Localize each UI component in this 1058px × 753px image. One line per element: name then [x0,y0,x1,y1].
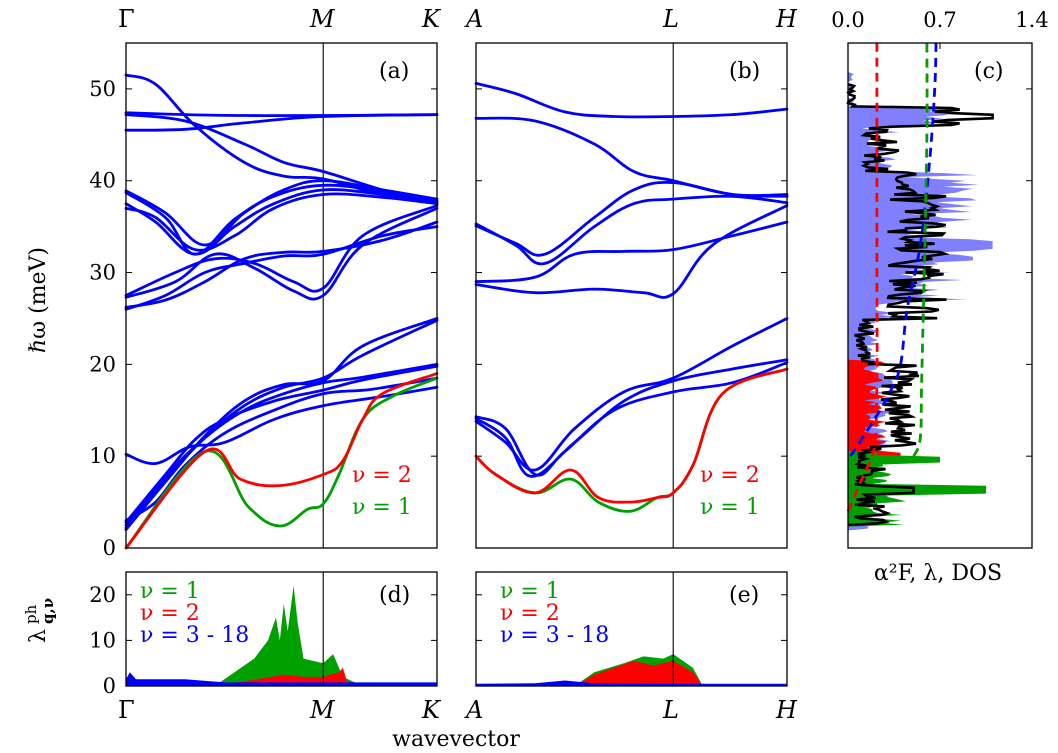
e-nu3-label: ν = 3 - 18 [500,623,609,648]
d-label: (d) [379,583,410,608]
a-band-8 [124,317,439,531]
b-band-2 [474,367,789,504]
d-ytick-label: 10 [89,628,116,652]
a-band-9 [124,220,439,309]
c-lambda-nu3 [849,42,938,457]
a-band-13 [124,192,439,252]
c-lambda-nu1 [912,42,929,457]
e-label: (e) [729,583,759,608]
b-band-4 [474,358,789,478]
a-band-11 [124,206,439,301]
ylabel-top: ℏω (meV) [26,247,51,353]
c-xtick-2: 1.4 [1015,8,1048,32]
a-ytick-label: 30 [89,261,116,285]
sym-label-l-top: L [662,5,679,33]
panel-e: (e) [475,571,788,687]
panel-a: 0 10 20 30 40 50 (a) [89,42,439,560]
b-band-11 [474,82,789,119]
c-nu2-area [848,43,901,548]
d-nu3-label: ν = 3 - 18 [140,623,249,648]
c-a2f-line [846,83,994,527]
a-nu1-label: ν = 1 [352,495,412,520]
sym-label-h-bottom: H [775,696,798,724]
sym-label-a-bottom: A [464,696,483,724]
a-band-12 [124,204,439,297]
d-area-3 [126,672,437,686]
a-label: (a) [379,59,409,84]
sym-label-m-top: M [309,5,336,33]
a-band-20 [124,73,439,204]
a-band-7 [124,318,439,530]
c-nu1-area [848,43,986,548]
c-dos-area [848,43,993,548]
c-xtick-1: 0.7 [923,8,956,32]
b-nu1-label: ν = 1 [700,495,760,520]
e-nu1-label: ν = 1 [500,579,560,604]
d-ytick-label: 0 [103,674,116,698]
ylabel-bottom-sup: ph [22,604,40,624]
c-xlabel: α²F, λ, DOS [874,561,1002,586]
b-band-6 [474,220,789,284]
b-band-10 [474,116,789,197]
b-band-7 [474,204,789,299]
a-band-6 [124,363,439,527]
sym-label-gamma-top: Γ [118,5,135,33]
sym-label-k-bottom: K [421,696,442,724]
d-area-1 [126,585,437,686]
a-band-2 [124,372,439,550]
b-band-5 [474,317,789,472]
c-label: (c) [974,59,1004,84]
a-ytick-label: 10 [89,444,116,468]
xlabel: wavevector [392,727,520,752]
sym-label-l-bottom: L [662,696,679,724]
sym-label-k-top: K [421,5,442,33]
b-nu2-label: ν = 2 [700,463,760,488]
e-frame [475,571,788,687]
d-nu2-label: ν = 2 [140,601,200,626]
panel-c: (c) [846,42,1033,549]
panel-d: 0 10 20 (d) [89,571,438,698]
a-ytick-label: 40 [89,169,116,193]
b-band-9 [474,180,789,257]
e-area-3 [476,680,787,686]
a-ytick-label: 50 [89,77,116,101]
b-band-8 [474,194,789,266]
ylabel-bottom: λ ph q,ν [22,598,57,643]
sym-label-a-top: A [464,5,483,33]
ylabel-bottom-sub: q,ν [39,598,57,624]
a-band-1 [124,376,439,550]
b-label: (b) [729,59,760,84]
sym-label-m-bottom: M [309,696,336,724]
d-frame [125,571,438,687]
panel-b: (b) [474,42,789,549]
b-frame [475,42,788,549]
e-nu2-label: ν = 2 [500,601,560,626]
c-frame [847,42,1033,549]
a-frame [125,42,438,549]
sym-label-h-top: H [775,5,798,33]
a-ytick-label: 0 [103,536,116,560]
a-ytick-label: 20 [89,352,116,376]
a-band-4 [124,376,439,522]
a-nu2-label: ν = 2 [352,463,412,488]
d-area-2 [126,667,437,686]
a-band-19 [124,111,439,118]
ylabel-bottom-lambda: λ [26,629,51,643]
c-xtick-0: 0.0 [831,8,864,32]
sym-label-gamma-bottom: Γ [118,696,135,724]
b-band-3 [474,361,789,477]
d-ytick-label: 20 [89,583,116,607]
d-nu1-label: ν = 1 [140,579,200,604]
a-band-5 [124,364,439,524]
e-area-2 [476,660,787,686]
a-band-18 [124,113,439,206]
